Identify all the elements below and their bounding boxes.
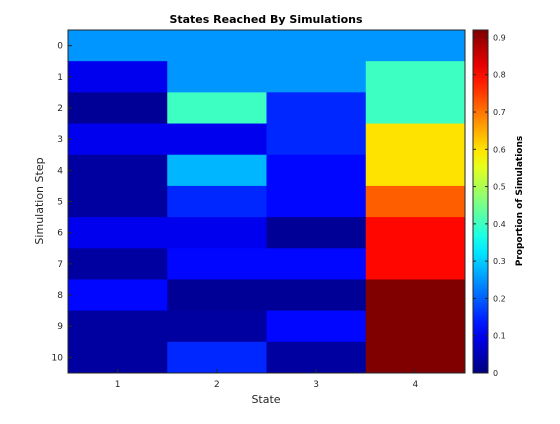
heatmap-cell [266,341,367,374]
heatmap-cell [167,279,267,312]
heatmap-cell [167,30,267,62]
heatmap-cell [365,217,466,249]
colorbar-tick-label: 0.2 [493,294,506,303]
colorbar-ticks: 0 0.1 0.2 0.3 0.4 0.5 0.6 0.7 0.8 0.9 [473,33,506,378]
y-axis-label: Simulation Step [33,157,46,244]
heatmap-cell [266,61,367,93]
heatmap-cell [167,61,267,93]
heatmap-cell [266,279,367,312]
heatmap-cell [266,248,367,280]
heatmap-cell [365,279,466,312]
colorbar-tick-label: 0 [493,369,498,378]
heatmap-cell [167,341,267,374]
heatmap-cell [68,123,168,156]
y-tick-label: 0 [57,42,63,52]
heatmap-cell [365,30,466,62]
heatmap-cell [68,30,168,62]
colorbar [472,29,489,374]
heatmap-cell [365,61,466,93]
x-tick-label: 2 [214,380,220,390]
colorbar-tick-label: 0.8 [493,71,506,80]
heatmap-cell [365,154,466,187]
colorbar-tick-label: 0.4 [493,220,506,229]
y-tick-label: 8 [57,291,63,301]
x-axis-label: State [251,393,280,406]
y-tick-label: 2 [57,104,63,114]
heatmap-cell [266,217,367,249]
chart-title: States Reached By Simulations [169,13,363,26]
heatmap-cell [167,154,267,187]
heatmap-cell [68,248,168,280]
y-tick-label: 10 [52,353,64,363]
heatmap-cell [68,185,168,218]
heatmap-cell [167,185,267,218]
heatmap-cell [266,185,367,218]
colorbar-tick-label: 0.5 [493,183,506,192]
heatmap-cell [266,123,367,156]
heatmap-cell [68,310,168,343]
heatmap-cell [68,217,168,249]
heatmap-cell [266,154,367,187]
heatmap-cell [167,123,267,156]
colorbar-label: Proportion of Simulations [515,136,525,266]
y-tick-label: 3 [57,135,63,145]
heatmap-cell [365,341,466,374]
heatmap-cell [167,92,267,125]
heatmap-cell [266,310,367,343]
heatmap-cell [266,92,367,125]
heatmap-cell [68,341,168,374]
heatmap-cells [68,30,466,374]
heatmap-cell [68,61,168,93]
y-tick-label: 4 [57,166,63,176]
colorbar-tick-label: 0.6 [493,145,506,154]
heatmap-cell [167,248,267,280]
heatmap-cell [68,92,168,125]
heatmap-cell [68,154,168,187]
colorbar-tick-label: 0.7 [493,108,506,117]
y-tick-label: 7 [57,260,63,270]
y-tick-label: 9 [57,322,63,332]
y-tick-label: 1 [57,73,63,83]
heatmap-cell [365,92,466,125]
heatmap-cell [365,248,466,280]
heatmap-cell [365,123,466,156]
x-tick-label: 1 [115,380,121,390]
heatmap-cell [68,279,168,312]
colorbar-tick-label: 0.1 [493,332,506,341]
x-tick-label: 4 [413,380,419,390]
heatmap-cell [167,217,267,249]
heatmap-cell [365,310,466,343]
axes: 1 2 3 4 0 1 2 3 4 5 6 7 8 9 10 [52,42,419,390]
heatmap-cell [365,185,466,218]
x-tick-label: 3 [313,380,319,390]
colorbar-tick-label: 0.9 [493,33,506,42]
heatmap-cell [266,30,367,62]
heatmap-cell [167,310,267,343]
colorbar-tick-label: 0.3 [493,257,506,266]
y-tick-label: 6 [57,229,63,239]
y-tick-label: 5 [57,198,63,208]
